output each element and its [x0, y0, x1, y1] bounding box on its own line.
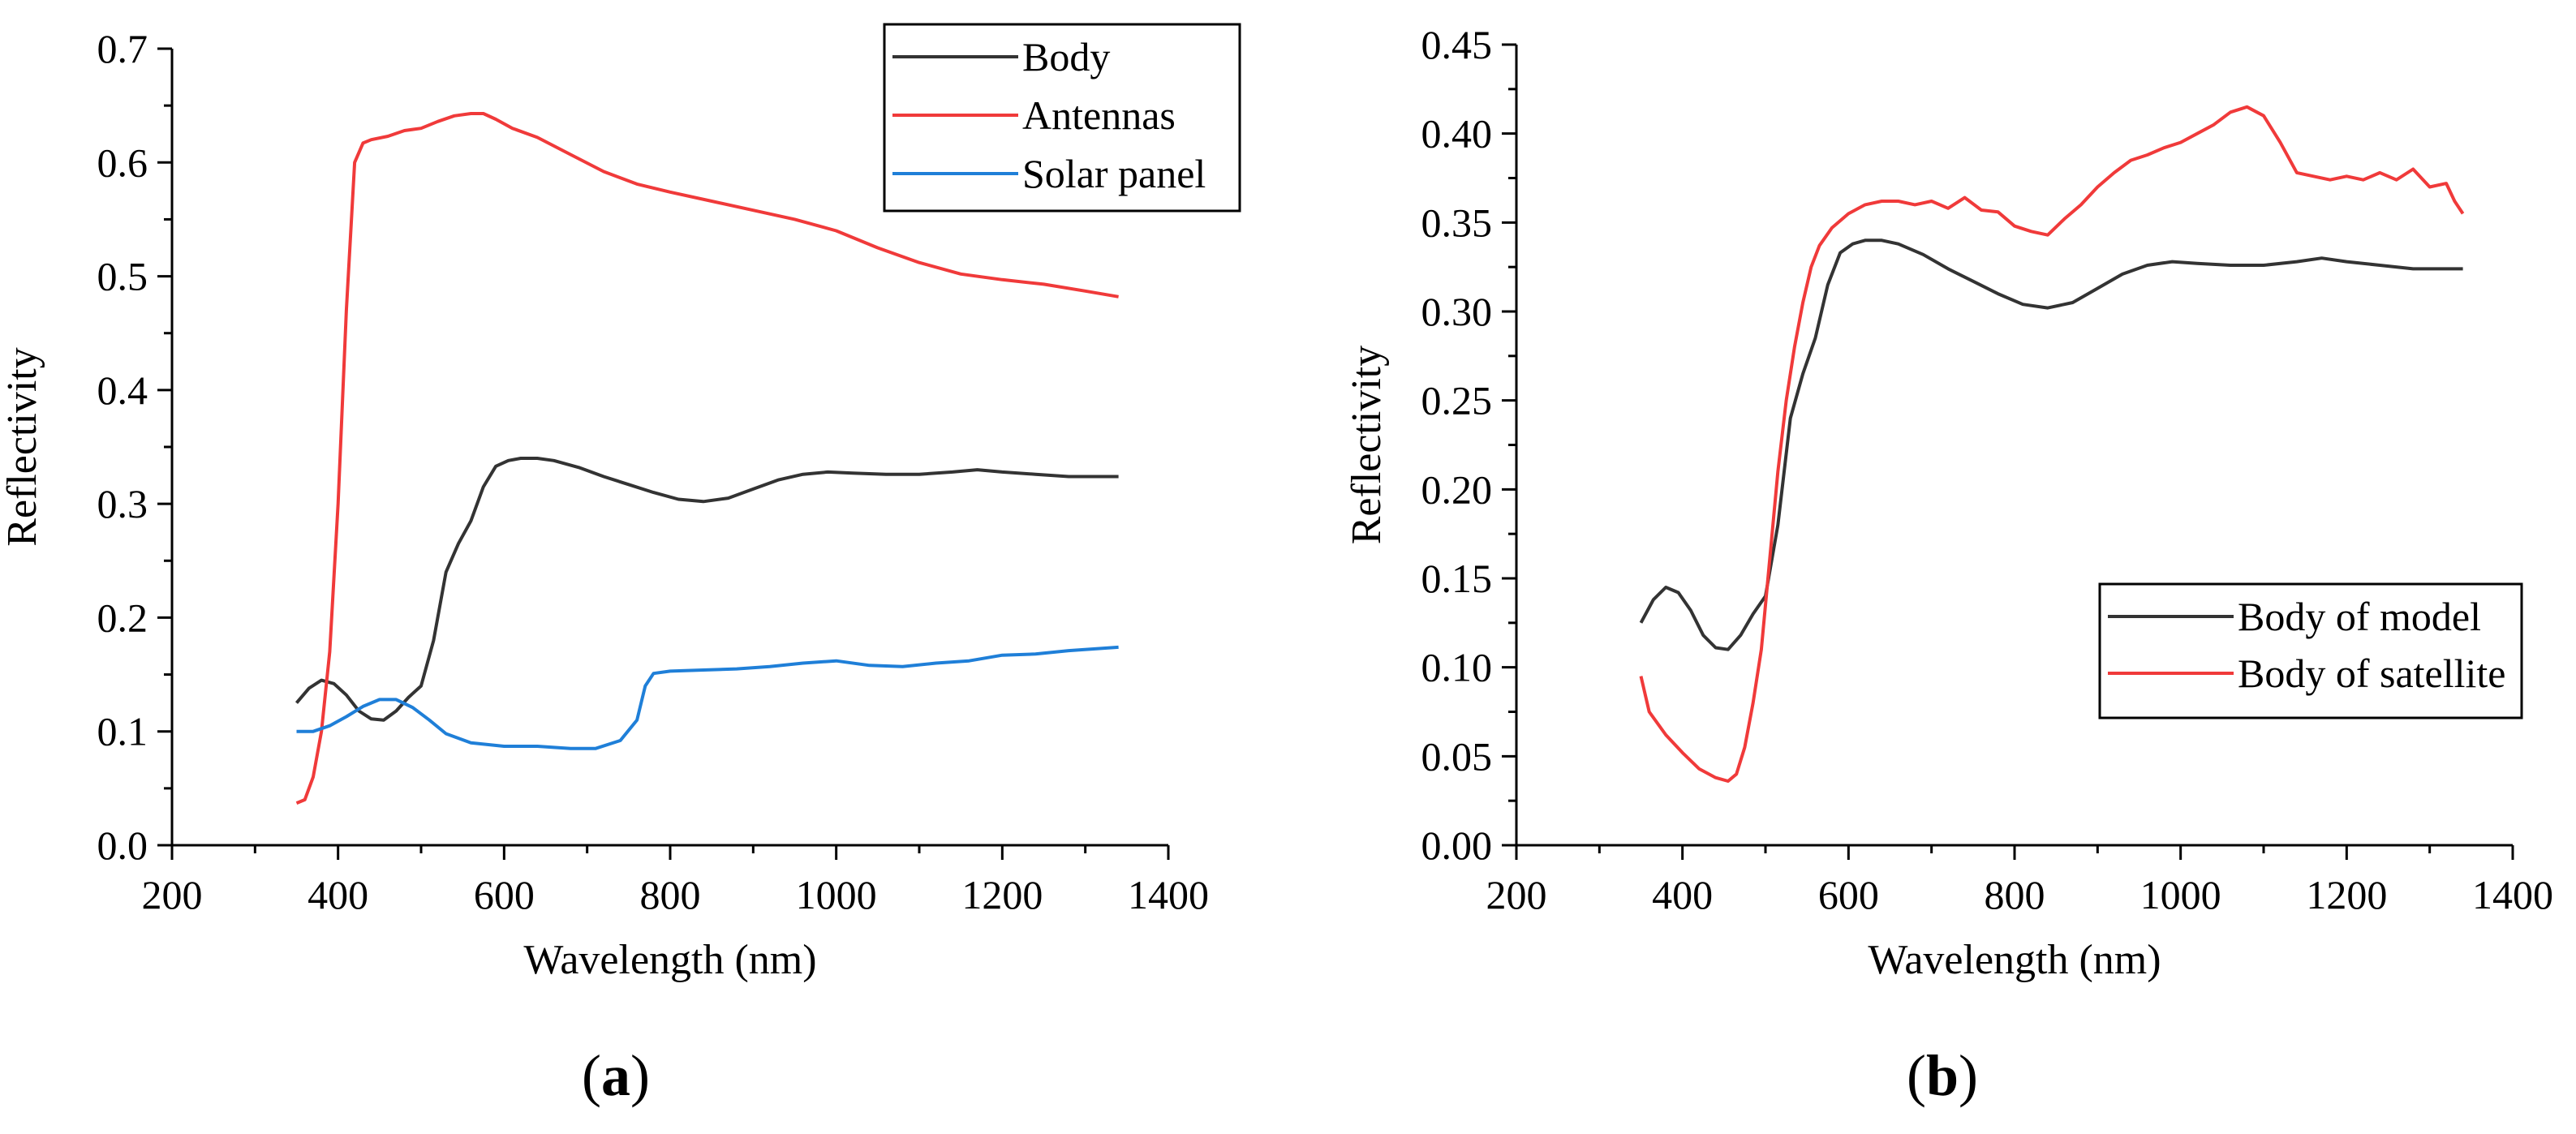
legend-label-body: Body	[1022, 34, 1110, 79]
x-tick-label: 1200	[961, 872, 1043, 917]
y-tick-label: 0.20	[1421, 466, 1493, 512]
x-tick-label: 400	[307, 872, 368, 917]
chart-panel-a: 200 400 600 800 1000 1200 1400 0.0 0.1 0.2 0.3 0.4 0…	[0, 23, 1241, 983]
y-tick-label: 0.45	[1421, 22, 1493, 67]
y-tick-label: 0.30	[1421, 289, 1493, 334]
x-tick-label: 1400	[1128, 872, 1209, 917]
legend-label-body-of-satellite: Body of satellite	[2238, 651, 2506, 696]
caption-a: (a)	[582, 1043, 650, 1108]
x-tick-label: 600	[1818, 872, 1879, 917]
y-tick-label: 0.35	[1421, 200, 1493, 245]
x-tick-label: 1000	[2140, 872, 2221, 917]
y-tick-label: 0.05	[1421, 733, 1493, 779]
x-tick-label: 800	[1985, 872, 2045, 917]
x-tick-label: 400	[1652, 872, 1713, 917]
chart-panel-b: 200 400 600 800 1000 1200 1400 0.00 0.05 0.10 0.15…	[1344, 22, 2553, 983]
legend-box	[2098, 582, 2523, 719]
y-tick-label: 0.40	[1421, 111, 1493, 157]
y-tick-label: 0.10	[1421, 645, 1493, 690]
y-tick-label: 0.00	[1421, 823, 1493, 868]
y-tick-label: 0.15	[1421, 556, 1493, 601]
y-tick-label: 0.0	[97, 823, 148, 868]
x-axis-label: Wavelength (nm)	[523, 937, 816, 983]
x-tick-label: 600	[474, 872, 535, 917]
y-tick-label: 0.5	[97, 254, 148, 299]
legend-label-body-of-model: Body of model	[2238, 594, 2481, 639]
legend-label-solar-panel: Solar panel	[1022, 151, 1206, 196]
caption-b: (b)	[1906, 1043, 1978, 1108]
x-tick-label: 1200	[2306, 872, 2387, 917]
series-line-body-of-satellite	[1639, 105, 2465, 783]
y-tick-label: 0.2	[97, 595, 148, 640]
y-tick-label: 0.3	[97, 481, 148, 526]
legend-label-antennas: Antennas	[1022, 92, 1176, 138]
y-tick-label: 0.7	[97, 26, 148, 71]
x-tick-label: 200	[142, 872, 203, 917]
y-tick-label: 0.4	[97, 367, 148, 413]
x-tick-label: 1400	[2472, 872, 2553, 917]
y-tick-label: 0.6	[97, 140, 148, 185]
x-axis-label: Wavelength (nm)	[1868, 937, 2161, 983]
y-axis-label: Reflectivity	[1344, 346, 1390, 544]
series-line-solar-panel	[296, 645, 1119, 750]
x-tick-label: 200	[1486, 872, 1547, 917]
y-tick-label: 0.1	[97, 709, 148, 754]
y-axis-label: Reflectivity	[0, 347, 45, 546]
x-tick-label: 1000	[796, 872, 877, 917]
series-line-antennas	[295, 112, 1119, 805]
series-line-body	[295, 457, 1119, 722]
x-tick-label: 800	[640, 872, 701, 917]
series-line-body-of-model	[1639, 238, 2463, 651]
y-tick-label: 0.25	[1421, 378, 1493, 423]
